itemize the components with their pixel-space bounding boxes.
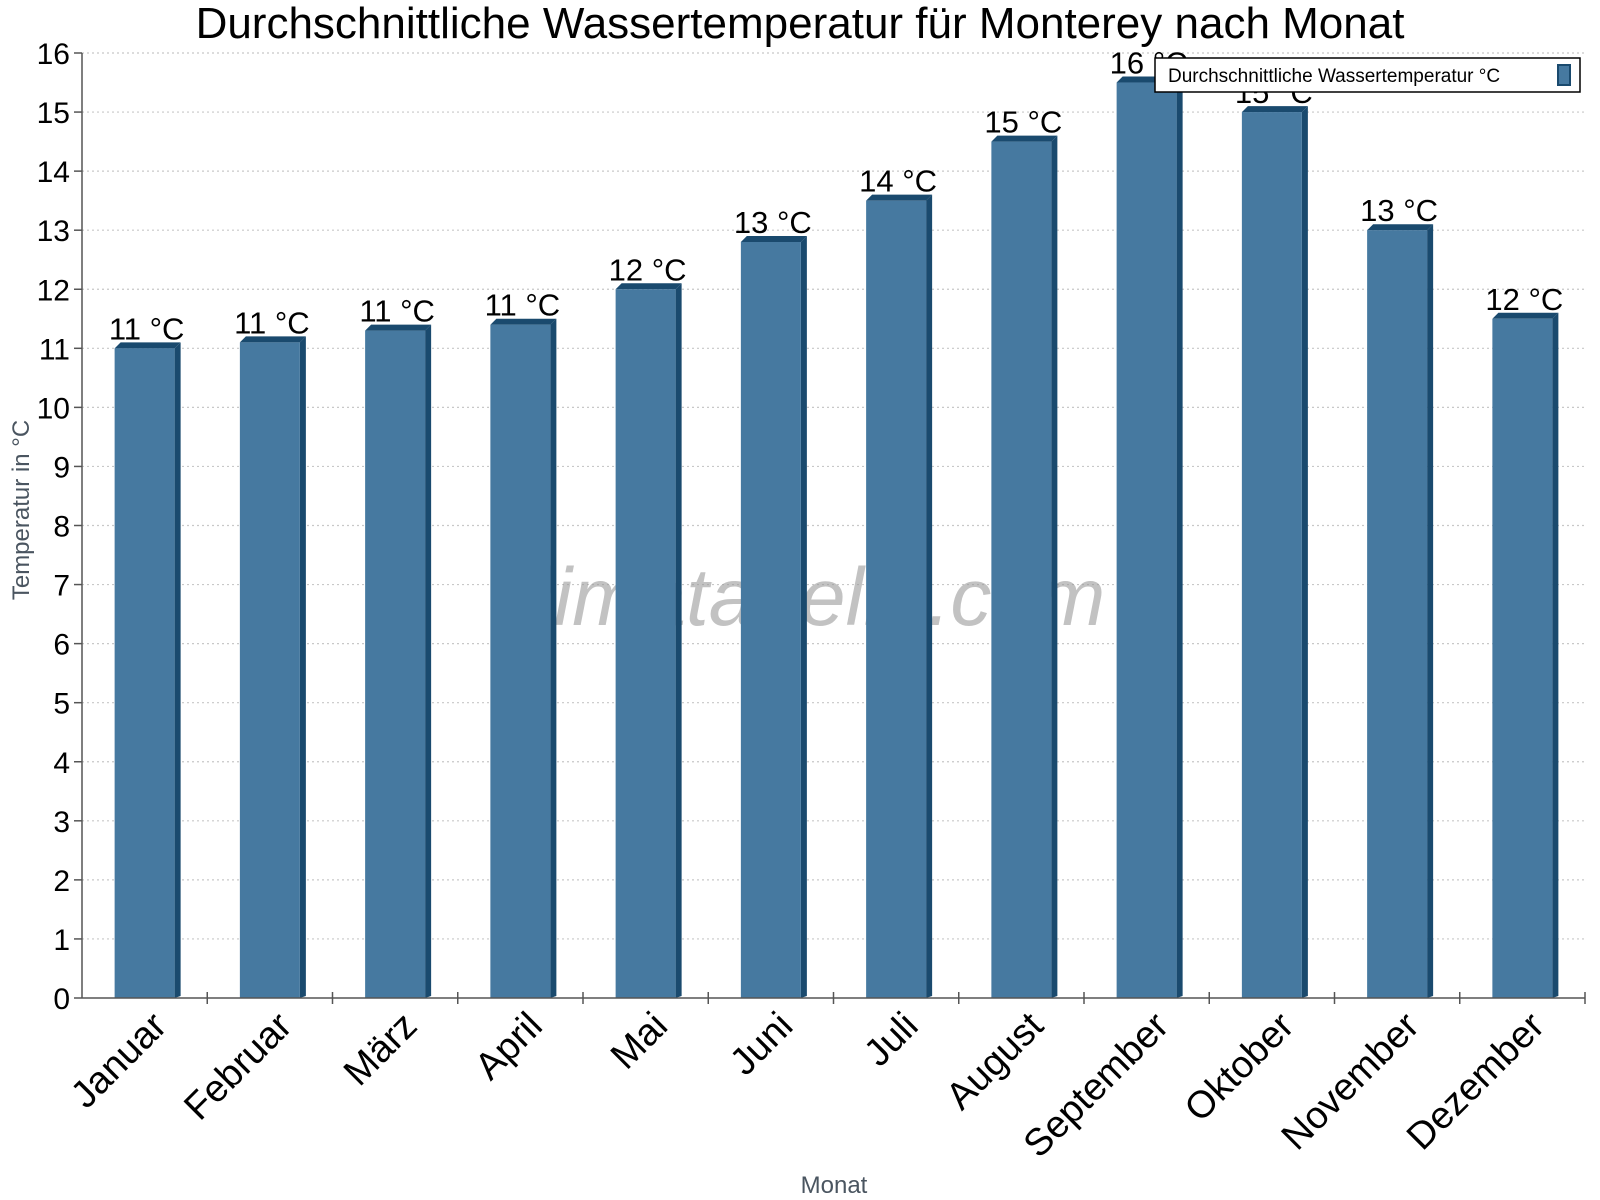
bar bbox=[239, 342, 300, 998]
y-tick-label: 15 bbox=[37, 97, 70, 130]
bar bbox=[1492, 318, 1553, 998]
x-tick-label: Januar bbox=[63, 1004, 175, 1116]
y-tick-label: 16 bbox=[37, 38, 70, 71]
bar bbox=[114, 348, 175, 998]
bar bbox=[615, 289, 676, 998]
bar bbox=[1367, 230, 1428, 998]
y-tick-label: 2 bbox=[53, 865, 70, 898]
data-label: 11 °C bbox=[109, 311, 185, 346]
bar-top bbox=[1492, 312, 1559, 319]
x-tick-label: August bbox=[938, 1004, 1052, 1118]
x-tick-label: Mai bbox=[603, 1005, 676, 1078]
bar-side bbox=[1051, 135, 1058, 998]
y-tick-label: 8 bbox=[53, 511, 70, 544]
x-axis-title: Monat bbox=[801, 1172, 868, 1199]
y-tick-label: 1 bbox=[53, 924, 70, 957]
data-label: 11 °C bbox=[234, 305, 310, 340]
y-tick-label: 5 bbox=[53, 688, 70, 721]
bar-side bbox=[800, 236, 807, 998]
bars-layer bbox=[114, 76, 1559, 998]
data-label: 14 °C bbox=[859, 164, 937, 199]
y-tick-label: 11 bbox=[39, 333, 70, 366]
bar-side bbox=[550, 318, 557, 998]
chart-title: Durchschnittliche Wassertemperatur für M… bbox=[196, 0, 1405, 48]
legend-swatch bbox=[1557, 64, 1571, 86]
bar-top bbox=[365, 324, 432, 331]
bar bbox=[365, 330, 426, 998]
y-tick-label: 7 bbox=[53, 570, 70, 603]
x-tick-label: April bbox=[467, 1005, 550, 1088]
bar-side bbox=[1301, 106, 1308, 998]
y-tick-label: 13 bbox=[37, 215, 70, 248]
grid-layer bbox=[82, 52, 1585, 940]
bar-top bbox=[114, 342, 181, 349]
legend: Durchschnittliche Wassertemperatur °C bbox=[1154, 57, 1581, 93]
x-tick-label: Juli bbox=[856, 1005, 926, 1075]
bar-top bbox=[1367, 224, 1434, 231]
bar-side bbox=[1552, 312, 1559, 998]
y-tick-label: 6 bbox=[53, 629, 70, 662]
y-tick-label: 14 bbox=[37, 156, 70, 189]
bar bbox=[1116, 82, 1177, 998]
bar-side bbox=[926, 194, 933, 998]
bar bbox=[991, 141, 1052, 998]
y-axis-title: Temperatur in °C bbox=[8, 420, 35, 600]
legend-box bbox=[1154, 57, 1581, 93]
bar-top bbox=[615, 283, 682, 290]
bar-side bbox=[299, 336, 306, 998]
data-label: 11 °C bbox=[359, 294, 435, 329]
labels-layer: 11 °C 11 °C 11 °C 11 °C 12 °C 13 °C 14 °C 15 °C… bbox=[109, 46, 1563, 347]
legend-label: Durchschnittliche Wassertemperatur °C bbox=[1168, 66, 1500, 87]
bar bbox=[1241, 112, 1302, 998]
bar bbox=[740, 242, 801, 998]
y-tick-label: 9 bbox=[53, 451, 70, 484]
bar bbox=[490, 324, 551, 998]
data-label: 13 °C bbox=[1360, 193, 1438, 228]
bar-side bbox=[174, 342, 181, 998]
data-label: 11 °C bbox=[485, 288, 561, 323]
bar-side bbox=[675, 283, 682, 998]
x-tick-label: März bbox=[336, 1005, 425, 1094]
x-tick-label: Dezember bbox=[1399, 1004, 1553, 1158]
x-tick-label: Oktober bbox=[1177, 1004, 1303, 1130]
bar-top bbox=[740, 236, 807, 242]
y-tick-label: 0 bbox=[53, 983, 70, 1016]
x-tick-label: Juni bbox=[722, 1005, 801, 1084]
y-tick-label: 10 bbox=[37, 392, 70, 425]
bar-top bbox=[490, 318, 557, 325]
data-label: 12 °C bbox=[609, 252, 687, 287]
bar bbox=[866, 200, 927, 998]
x-tick-label: Februar bbox=[176, 1004, 300, 1128]
bar-side bbox=[1176, 76, 1183, 998]
data-label: 13 °C bbox=[734, 205, 812, 240]
data-label: 15 °C bbox=[984, 105, 1062, 140]
bar-top bbox=[991, 135, 1058, 142]
bar-top bbox=[239, 336, 306, 343]
bar-side bbox=[1427, 224, 1434, 998]
y-tick-label: 3 bbox=[53, 806, 70, 839]
y-tick-label: 4 bbox=[53, 747, 70, 780]
bar-side bbox=[425, 324, 432, 998]
data-label: 12 °C bbox=[1485, 282, 1563, 317]
bar-top bbox=[866, 194, 933, 201]
y-tick-label: 12 bbox=[37, 274, 70, 307]
bar-top bbox=[1241, 106, 1308, 113]
